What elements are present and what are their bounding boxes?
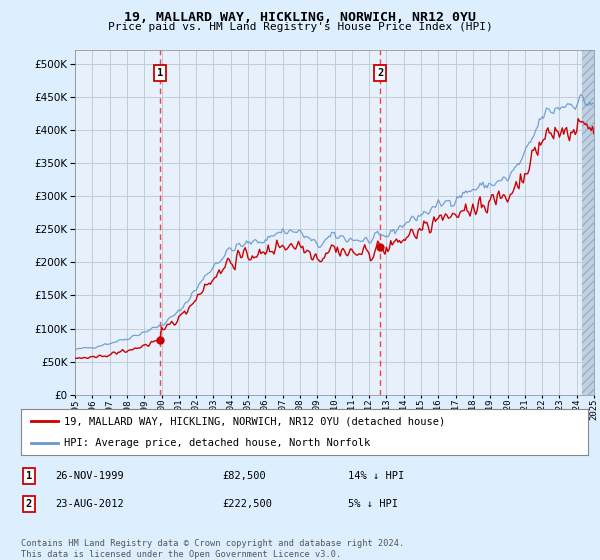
- Bar: [582, 50, 594, 395]
- Text: HPI: Average price, detached house, North Norfolk: HPI: Average price, detached house, Nort…: [64, 438, 370, 448]
- Text: 14% ↓ HPI: 14% ↓ HPI: [348, 471, 404, 481]
- Text: 1: 1: [26, 471, 32, 481]
- Text: £222,500: £222,500: [222, 499, 272, 509]
- Text: 2: 2: [377, 68, 383, 78]
- Text: 19, MALLARD WAY, HICKLING, NORWICH, NR12 0YU: 19, MALLARD WAY, HICKLING, NORWICH, NR12…: [124, 11, 476, 24]
- Text: £82,500: £82,500: [222, 471, 266, 481]
- Text: 19, MALLARD WAY, HICKLING, NORWICH, NR12 0YU (detached house): 19, MALLARD WAY, HICKLING, NORWICH, NR12…: [64, 416, 445, 426]
- Text: 1: 1: [157, 68, 163, 78]
- Text: Price paid vs. HM Land Registry's House Price Index (HPI): Price paid vs. HM Land Registry's House …: [107, 22, 493, 32]
- Text: 5% ↓ HPI: 5% ↓ HPI: [348, 499, 398, 509]
- Text: 23-AUG-2012: 23-AUG-2012: [55, 499, 124, 509]
- Text: 26-NOV-1999: 26-NOV-1999: [55, 471, 124, 481]
- Text: Contains HM Land Registry data © Crown copyright and database right 2024.
This d: Contains HM Land Registry data © Crown c…: [21, 539, 404, 559]
- Text: 2: 2: [26, 499, 32, 509]
- Bar: [582, 50, 594, 395]
